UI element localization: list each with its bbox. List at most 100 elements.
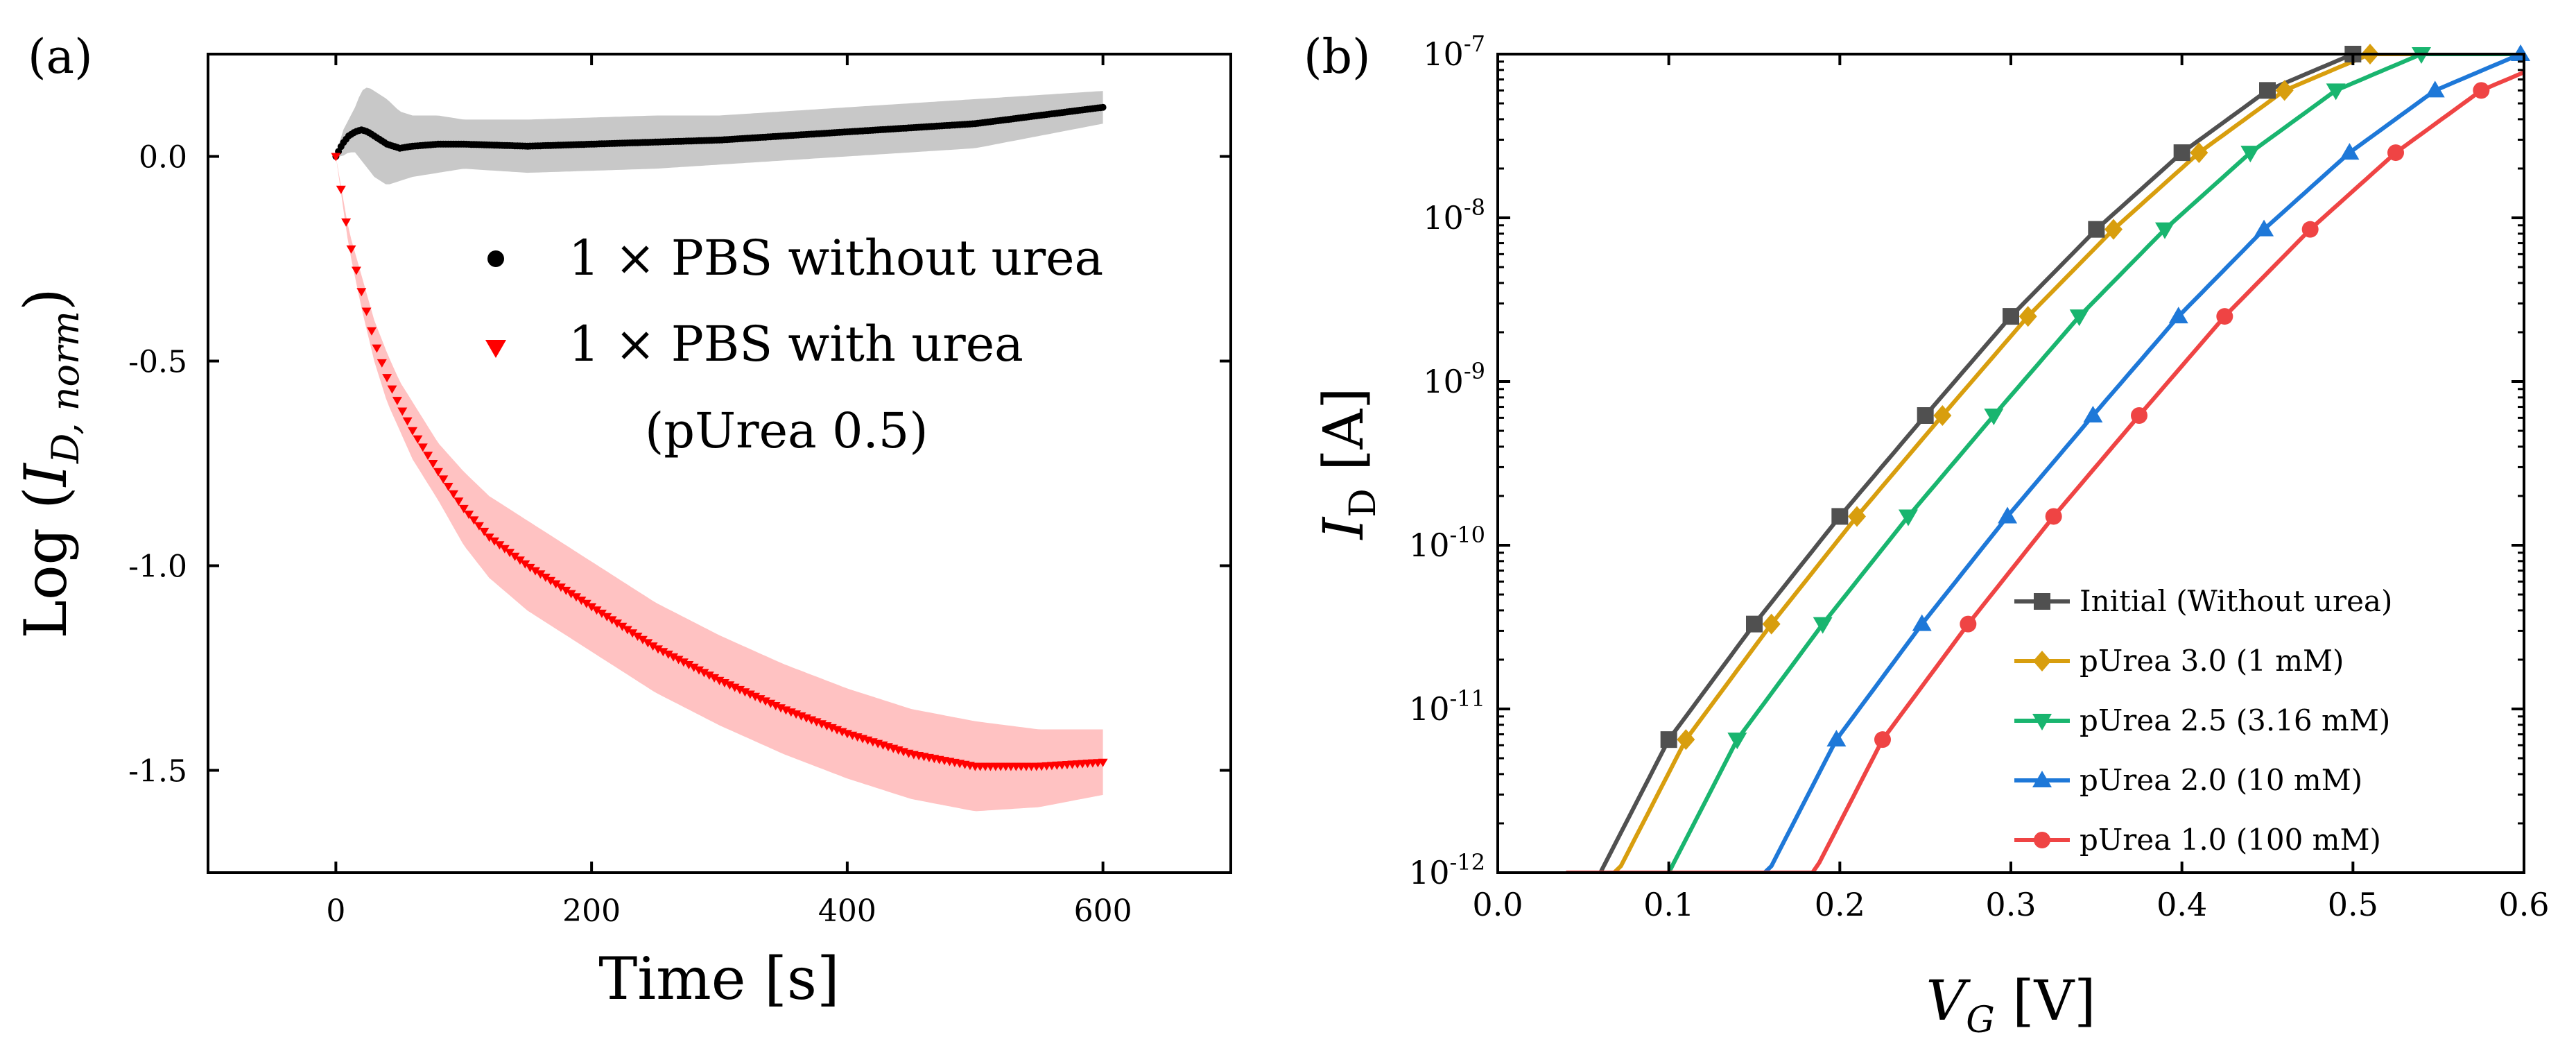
b-series-line-4 <box>1566 70 2524 873</box>
a-band-0 <box>336 87 1103 185</box>
panel-b-label: (b) <box>1304 30 1371 85</box>
b-series-marker-4 <box>1874 731 1891 748</box>
a-point-without-urea <box>1099 103 1107 111</box>
b-y-tick-exp: -11 <box>1449 685 1485 712</box>
b-series-marker-4 <box>2131 407 2147 424</box>
b-series-line-0 <box>1566 54 2524 873</box>
a-point-with-urea <box>668 653 679 662</box>
a-point-with-urea <box>678 658 689 667</box>
b-y-tick-label: 10-10 <box>1409 522 1485 564</box>
b-series-marker-4 <box>2301 221 2319 238</box>
a-point-with-urea <box>719 679 729 687</box>
a-point-with-urea <box>479 527 490 536</box>
b-series-marker-0 <box>2173 144 2190 162</box>
b-x-tick-label: 0.2 <box>1815 886 1865 923</box>
a-point-with-urea <box>776 704 786 713</box>
b-series-marker-1 <box>2275 80 2294 101</box>
b-series-line-1 <box>1566 54 2524 873</box>
b-ylabel-suffix: [A] <box>1311 388 1376 489</box>
a-point-with-urea <box>515 556 525 565</box>
a-legend-label-0: 1 × PBS without urea <box>569 230 1103 286</box>
a-point-with-urea <box>505 549 515 558</box>
a-point-with-urea <box>576 597 587 606</box>
a-point-with-urea <box>607 616 617 625</box>
a-point-with-urea <box>402 417 413 426</box>
b-series-marker-2 <box>1984 408 2004 425</box>
b-legend-marker-1 <box>2033 651 2051 671</box>
b-series-marker-1 <box>1848 506 1866 527</box>
a-point-with-urea <box>438 475 449 484</box>
a-point-with-urea <box>341 218 352 227</box>
a-point-with-urea <box>377 359 387 368</box>
a-point-with-urea <box>653 645 663 654</box>
panel-b-chart: (b) 0.0 0.1 0.2 0.3 0.4 0.5 0.610-1210-1110-10… <box>1304 30 2550 1041</box>
a-marks <box>331 103 1108 771</box>
b-x-tick-label: 0.5 <box>2328 886 2378 923</box>
b-series-marker-2 <box>1899 509 1918 527</box>
a-point-with-urea <box>587 603 597 612</box>
b-series-marker-3 <box>2083 405 2103 422</box>
b-legend-label-1: pUrea 3.0 (1 mM) <box>2080 644 2344 678</box>
a-point-with-urea <box>408 427 417 436</box>
a-point-with-urea <box>755 695 766 704</box>
b-xlabel-var: V <box>1926 968 1971 1033</box>
a-point-with-urea <box>494 541 505 550</box>
panel-a-label: (a) <box>28 30 93 85</box>
a-point-with-urea <box>428 460 438 468</box>
a-point-with-urea <box>663 650 673 659</box>
b-series-marker-3 <box>2340 143 2360 160</box>
a-point-with-urea <box>643 639 653 648</box>
a-point-with-urea <box>602 613 612 622</box>
b-x-tick-label: 0.0 <box>1472 886 1523 923</box>
a-ylabel-var: I <box>12 462 80 488</box>
b-series-marker-2 <box>2240 146 2261 163</box>
a-point-with-urea <box>449 490 458 499</box>
a-point-with-urea <box>628 629 638 638</box>
a-ylabel-sub: D, norm <box>44 311 87 464</box>
a-point-with-urea <box>433 468 443 477</box>
a-point-with-urea <box>331 153 341 162</box>
b-y-axis-title: ID [A] <box>1311 388 1384 541</box>
a-point-with-urea <box>356 288 367 297</box>
a-point-with-urea <box>464 511 474 520</box>
a-point-with-urea <box>336 185 346 194</box>
b-series-marker-4 <box>1960 615 1977 633</box>
a-point-with-urea <box>735 685 745 694</box>
a-point-with-urea <box>535 570 546 579</box>
a-point-with-urea <box>729 683 740 692</box>
a-x-tick-label: 200 <box>562 893 621 929</box>
a-plot-frame <box>207 53 1232 874</box>
a-point-with-urea <box>546 576 556 585</box>
b-xlabel-suffix: [V] <box>1995 968 2096 1033</box>
b-legend-label-3: pUrea 2.0 (10 mM) <box>2080 763 2362 797</box>
b-ylabel-var: I <box>1311 516 1376 540</box>
a-point-with-urea <box>484 533 494 542</box>
a-point-with-urea <box>704 671 714 681</box>
a-point-with-urea <box>1098 758 1108 767</box>
a-point-with-urea <box>397 407 408 416</box>
a-point-with-urea <box>740 688 750 697</box>
b-series-marker-0 <box>2259 82 2276 99</box>
a-point-with-urea <box>571 593 581 602</box>
b-y-tick-exp: -10 <box>1449 522 1485 548</box>
a-point-with-urea <box>689 663 699 672</box>
a-y-tick-label: -1.0 <box>128 549 187 585</box>
a-point-with-urea <box>622 626 632 635</box>
a-x-tick-label: 400 <box>818 893 876 929</box>
a-point-with-urea <box>453 497 464 506</box>
b-y-tick-label: 10-11 <box>1409 685 1485 728</box>
a-y-axis-title: Log (ID, norm) <box>12 288 87 639</box>
a-point-with-urea <box>699 669 709 678</box>
a-legend: 1 × PBS without urea 1 × PBS with urea (… <box>485 230 1103 459</box>
b-legend-marker-0 <box>2034 593 2050 610</box>
a-point-with-urea <box>530 567 540 576</box>
a-point-with-urea <box>617 622 628 631</box>
b-y-tick-label: 10-8 <box>1423 194 1485 237</box>
b-y-tick-base: 10 <box>1409 854 1450 891</box>
b-series-marker-2 <box>2155 222 2175 239</box>
a-point-with-urea <box>413 435 423 444</box>
a-point-with-urea <box>443 483 453 491</box>
a-point-with-urea <box>346 245 356 254</box>
b-legend-marker-4 <box>2034 832 2050 848</box>
b-series-marker-0 <box>1917 407 1934 424</box>
